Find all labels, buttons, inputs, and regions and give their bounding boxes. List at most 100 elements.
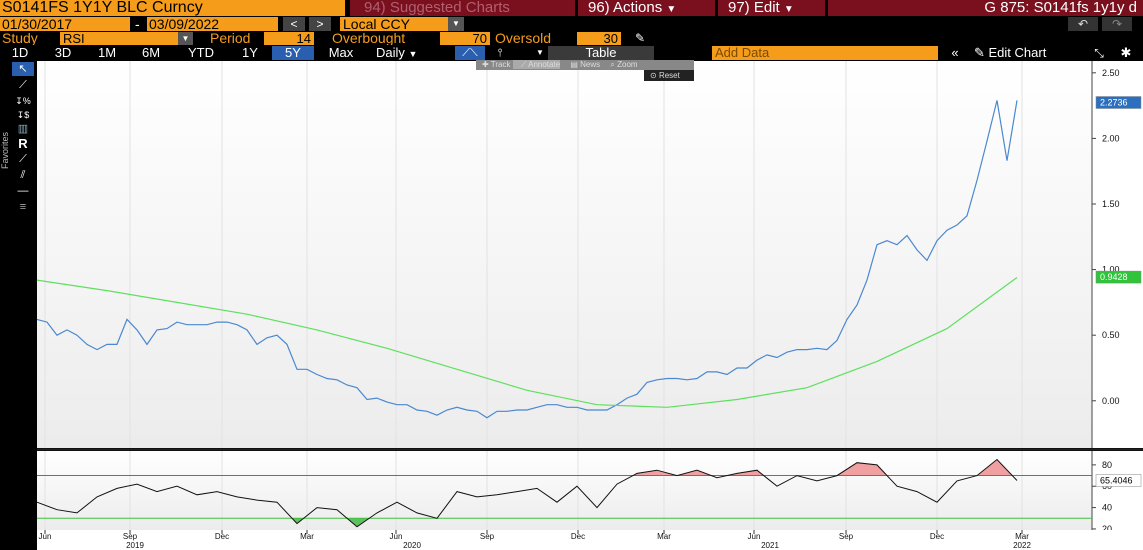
- y-tick-label: 0.00: [1102, 396, 1120, 406]
- undo-button[interactable]: ↶: [1068, 17, 1098, 31]
- tool-sidebar: ↖ ⟋ ↧% ↧$ ▥ R ⟋ ⫽ — ≡ Favorites: [0, 60, 37, 220]
- redo-button[interactable]: ↷: [1102, 17, 1132, 31]
- settings-icon[interactable]: ✱: [1120, 46, 1132, 60]
- range-button[interactable]: 5Y: [272, 46, 314, 60]
- x-tick-label: Dec: [930, 532, 944, 541]
- frequency-label: Daily: [376, 46, 405, 60]
- news-label: News: [580, 60, 601, 69]
- zoom-button[interactable]: ⌕ Zoom: [610, 60, 638, 69]
- r-tool[interactable]: R: [18, 136, 28, 150]
- oversold-label: Oversold: [495, 31, 552, 45]
- line-type-button[interactable]: ⟋⟍: [455, 46, 485, 60]
- zoom-icon[interactable]: ⤡: [1094, 46, 1104, 60]
- last-value-badge: [1095, 96, 1142, 109]
- page-title: G 875: S0141fs 1y1y d: [828, 0, 1143, 16]
- next-button[interactable]: >: [309, 17, 331, 31]
- date-separator: -: [135, 17, 140, 31]
- currency-tool[interactable]: ↧$: [16, 110, 30, 120]
- news-button[interactable]: ▤ News: [570, 60, 601, 69]
- y-tick-label: 80: [1102, 460, 1112, 470]
- annotate-button[interactable]: ⟋ Annotate: [512, 60, 561, 69]
- edit-menu[interactable]: 97) Edit ▼: [718, 0, 825, 16]
- reset-button[interactable]: ⊙ Reset: [644, 70, 694, 81]
- pencil-icon[interactable]: ✎: [635, 31, 646, 45]
- x-tick-label: Mar: [300, 532, 314, 541]
- dropdown-arrow[interactable]: ▼: [536, 48, 544, 57]
- end-date[interactable]: 03/09/2022: [147, 17, 278, 31]
- dropdown-arrow: ▼: [783, 4, 794, 15]
- table-button[interactable]: Table: [548, 46, 654, 60]
- channel-tool[interactable]: ⫽: [20, 169, 26, 181]
- oversold-field[interactable]: 30: [577, 32, 621, 45]
- x-year-label: 2020: [403, 541, 421, 550]
- security-field[interactable]: S0141FS 1Y1Y BLC Curncy: [0, 0, 345, 16]
- collapse-button[interactable]: «: [951, 46, 959, 60]
- start-date[interactable]: 01/30/2017: [0, 17, 130, 31]
- x-tick-label: Jun: [390, 532, 403, 541]
- prev-button[interactable]: <: [283, 17, 305, 31]
- range-button[interactable]: 3D: [42, 46, 84, 60]
- range-button[interactable]: 6M: [130, 46, 172, 60]
- x-tick-label: Sep: [480, 532, 495, 541]
- bars-tool[interactable]: ▥: [17, 123, 29, 135]
- x-tick-label: Sep: [839, 532, 854, 541]
- range-button[interactable]: 1D: [0, 46, 40, 60]
- annotate-label: Annotate: [528, 60, 561, 69]
- x-tick-label: Dec: [571, 532, 585, 541]
- dropdown-arrow: ▼: [666, 4, 677, 15]
- study-field[interactable]: RSI: [60, 32, 178, 45]
- last-value-label: 65.4046: [1100, 475, 1133, 485]
- y-tick-label: 0.50: [1102, 330, 1120, 340]
- edit-chart-label: Edit Chart: [988, 46, 1047, 60]
- frequency-dropdown[interactable]: Daily ▼: [370, 46, 445, 60]
- line-tool[interactable]: ⟋: [19, 79, 27, 91]
- plot-background: [37, 61, 1092, 448]
- axis-background: [1092, 61, 1143, 448]
- cursor-tool[interactable]: ↖: [12, 62, 34, 76]
- y-tick-label: 2.00: [1102, 133, 1120, 143]
- x-tick-label: Jun: [748, 532, 761, 541]
- hline-tool[interactable]: —: [17, 185, 29, 197]
- add-data-field[interactable]: Add Data: [712, 46, 938, 60]
- x-year-label: 2021: [761, 541, 779, 550]
- period-label: Period: [210, 31, 251, 45]
- y-tick-label: 1.00: [1102, 265, 1120, 275]
- reset-label: Reset: [658, 71, 680, 80]
- edit-label: 97) Edit: [728, 0, 780, 16]
- y-tick-label: 20: [1102, 524, 1112, 534]
- edit-chart-button[interactable]: ✎ Edit Chart: [974, 46, 1047, 60]
- actions-label: 96) Actions: [588, 0, 663, 16]
- last-value-badge: [1095, 474, 1142, 487]
- range-button[interactable]: 1Y: [230, 46, 270, 60]
- bar-type-button[interactable]: ⫯: [497, 47, 503, 59]
- price-line: [36, 277, 1018, 408]
- actions-menu[interactable]: 96) Actions ▼: [578, 0, 715, 16]
- track-label: Track: [490, 60, 511, 69]
- fib-tool[interactable]: ≡: [19, 201, 27, 213]
- x-year-label: 2022: [1013, 541, 1031, 550]
- x-year-label: 2019: [126, 541, 144, 550]
- annotate-toolbar: ✚ Track ⟋ Annotate ▤ News ⌕ Zoom: [476, 60, 694, 70]
- range-button[interactable]: YTD: [174, 46, 228, 60]
- x-tick-label: Mar: [1015, 532, 1029, 541]
- overbought-field[interactable]: 70: [440, 32, 490, 45]
- range-button[interactable]: 1M: [86, 46, 128, 60]
- x-tick-label: Sep: [123, 532, 138, 541]
- currency-field[interactable]: Local CCY: [340, 17, 448, 31]
- dropdown-arrow: ▼: [408, 49, 418, 59]
- dropdown-arrow[interactable]: ▼: [448, 17, 464, 31]
- track-button[interactable]: ✚ Track: [482, 60, 511, 69]
- y-tick-label: 2.50: [1102, 68, 1120, 78]
- percent-tool[interactable]: ↧%: [15, 96, 31, 106]
- trend-tool[interactable]: ⟋: [19, 153, 27, 165]
- suggested-charts[interactable]: 94) Suggested Charts: [350, 0, 575, 16]
- period-field[interactable]: 14: [264, 32, 314, 45]
- range-button[interactable]: Max: [316, 46, 366, 60]
- zoom-label: Zoom: [617, 60, 638, 69]
- rsi-line: [36, 458, 1018, 528]
- last-value-label: 2.2736: [1100, 98, 1128, 108]
- y-tick-label: 40: [1102, 503, 1112, 513]
- dropdown-arrow[interactable]: ▼: [178, 32, 193, 45]
